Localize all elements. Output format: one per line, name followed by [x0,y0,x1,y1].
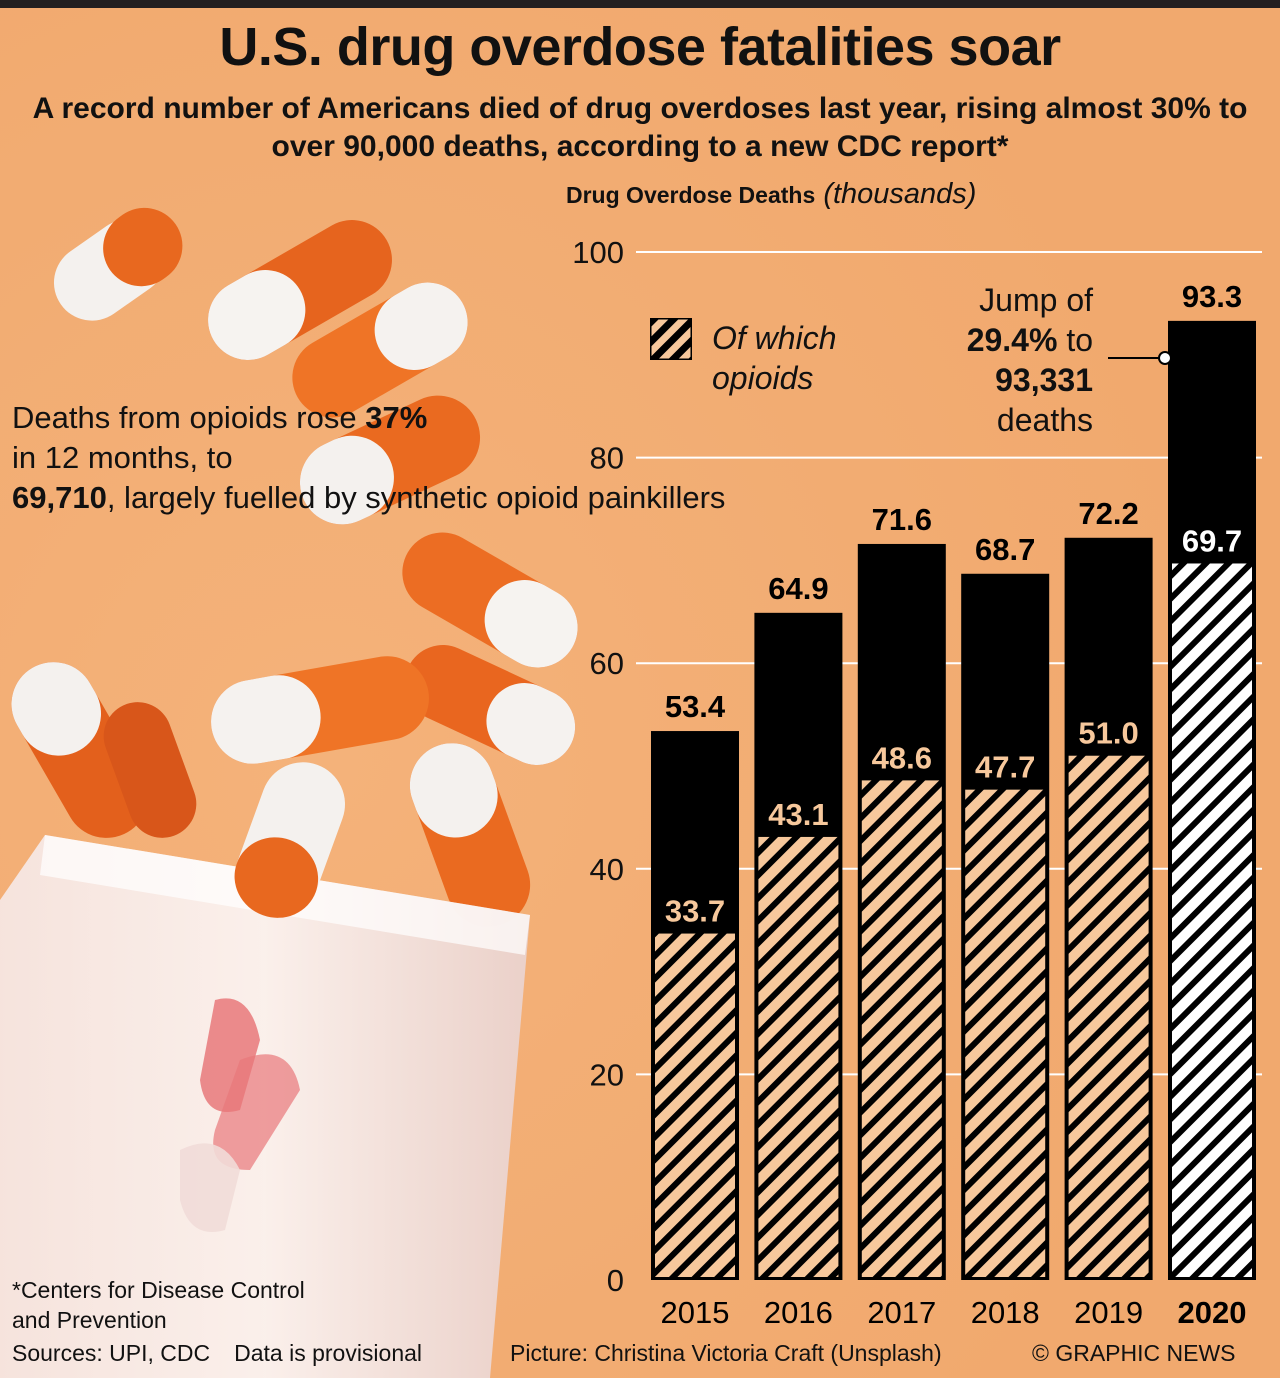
note-bold-percent: 37% [365,400,428,435]
legend-hatch-swatch [650,318,692,360]
bar-opioids-2015 [655,933,735,1277]
note-text-1: Deaths from opioids rose [12,400,366,435]
total-label-2020: 93.3 [1182,279,1242,314]
total-label-2016: 64.9 [768,571,828,606]
page-title: U.S. drug overdose fatalities soar [219,17,1061,77]
x-tick-label-2019: 2019 [1074,1295,1143,1330]
note-text-2: in 12 months, to [12,440,233,475]
legend-label: Of which opioids [712,320,837,396]
y-tick-label: 40 [590,852,624,887]
x-tick-label-2020: 2020 [1178,1295,1247,1330]
footnote: *Centers for Disease Control and Prevent… [12,1275,312,1335]
total-label-2019: 72.2 [1078,496,1138,531]
opioid-label-2019: 51.0 [1078,716,1138,751]
jump-line-1: Jump of [979,282,1093,318]
x-tick-label-2016: 2016 [764,1295,833,1330]
jump-line-2: to [1057,322,1093,358]
chart-title-text: Drug Overdose Deaths [566,182,816,208]
x-axis-ticks: 2015 2016 2017 2018 2019 2020 [661,1295,1247,1330]
callout-dot [1158,351,1172,365]
x-tick-label-2018: 2018 [971,1295,1040,1330]
total-label-2015: 53.4 [665,689,726,724]
opioid-label-2020: 69.7 [1182,523,1242,558]
opioid-label-2015: 33.7 [665,894,725,929]
total-label-2018: 68.7 [975,532,1035,567]
y-axis-ticks: 0 20 40 60 80 100 [572,235,624,1298]
sources-line: Sources: UPI, CDC Data is provisional [12,1340,422,1367]
opioid-deaths-note: Deaths from opioids rose 37% in 12 month… [12,398,725,518]
bar-opioids-2017 [861,780,942,1277]
page-subtitle: A record number of Americans died of dru… [32,92,1248,163]
opioid-label-2017: 48.6 [872,740,932,775]
total-label-2017: 71.6 [872,502,932,537]
y-tick-label: 80 [590,441,624,476]
footnote-text: *Centers for Disease Control and Prevent… [12,1277,305,1333]
pill-capsules [11,207,578,927]
chart-title-unit: (thousands) [823,178,977,210]
chart-title: Drug Overdose Deaths (thousands) [566,178,976,211]
jump-callout [1108,351,1172,365]
y-tick-label: 100 [572,235,624,270]
bar-opioids-2018 [965,789,1046,1277]
jump-percent: 29.4% [966,322,1058,358]
y-tick-label: 0 [607,1263,624,1298]
jump-line-3: deaths [996,402,1093,438]
x-tick-label-2017: 2017 [867,1295,936,1330]
grid-lines [636,251,1262,1076]
bar-opioids-2016 [758,836,839,1277]
opioid-label-2018: 47.7 [975,750,1035,785]
provisional-text: Data is provisional [234,1340,423,1366]
note-text-3: , largely fuelled by synthetic opioid pa… [106,480,726,515]
jump-note: Jump of 29.4% to 93,331 deaths [900,280,1093,440]
pill-bottle [0,762,530,1378]
bar-labels: 53.4 33.7 64.9 43.1 71.6 48.6 68.7 47.7 72.2 51.0… [665,279,1242,929]
y-tick-label: 60 [590,646,624,681]
sources-text: Sources: UPI, CDC [12,1340,211,1366]
picture-credit: Picture: Christina Victoria Craft (Unspl… [510,1340,942,1366]
note-bold-count: 69,710 [12,480,107,515]
x-tick-label-2015: 2015 [661,1295,730,1330]
opioid-label-2016: 43.1 [768,797,828,832]
top-bar [0,0,1280,8]
bar-opioids-2019 [1068,755,1149,1277]
y-tick-label: 20 [590,1057,624,1092]
jump-count: 93,331 [995,362,1093,398]
copyright: © GRAPHIC NEWS [1032,1340,1236,1366]
bar-opioids-2020 [1172,563,1252,1277]
bars [651,320,1256,1281]
